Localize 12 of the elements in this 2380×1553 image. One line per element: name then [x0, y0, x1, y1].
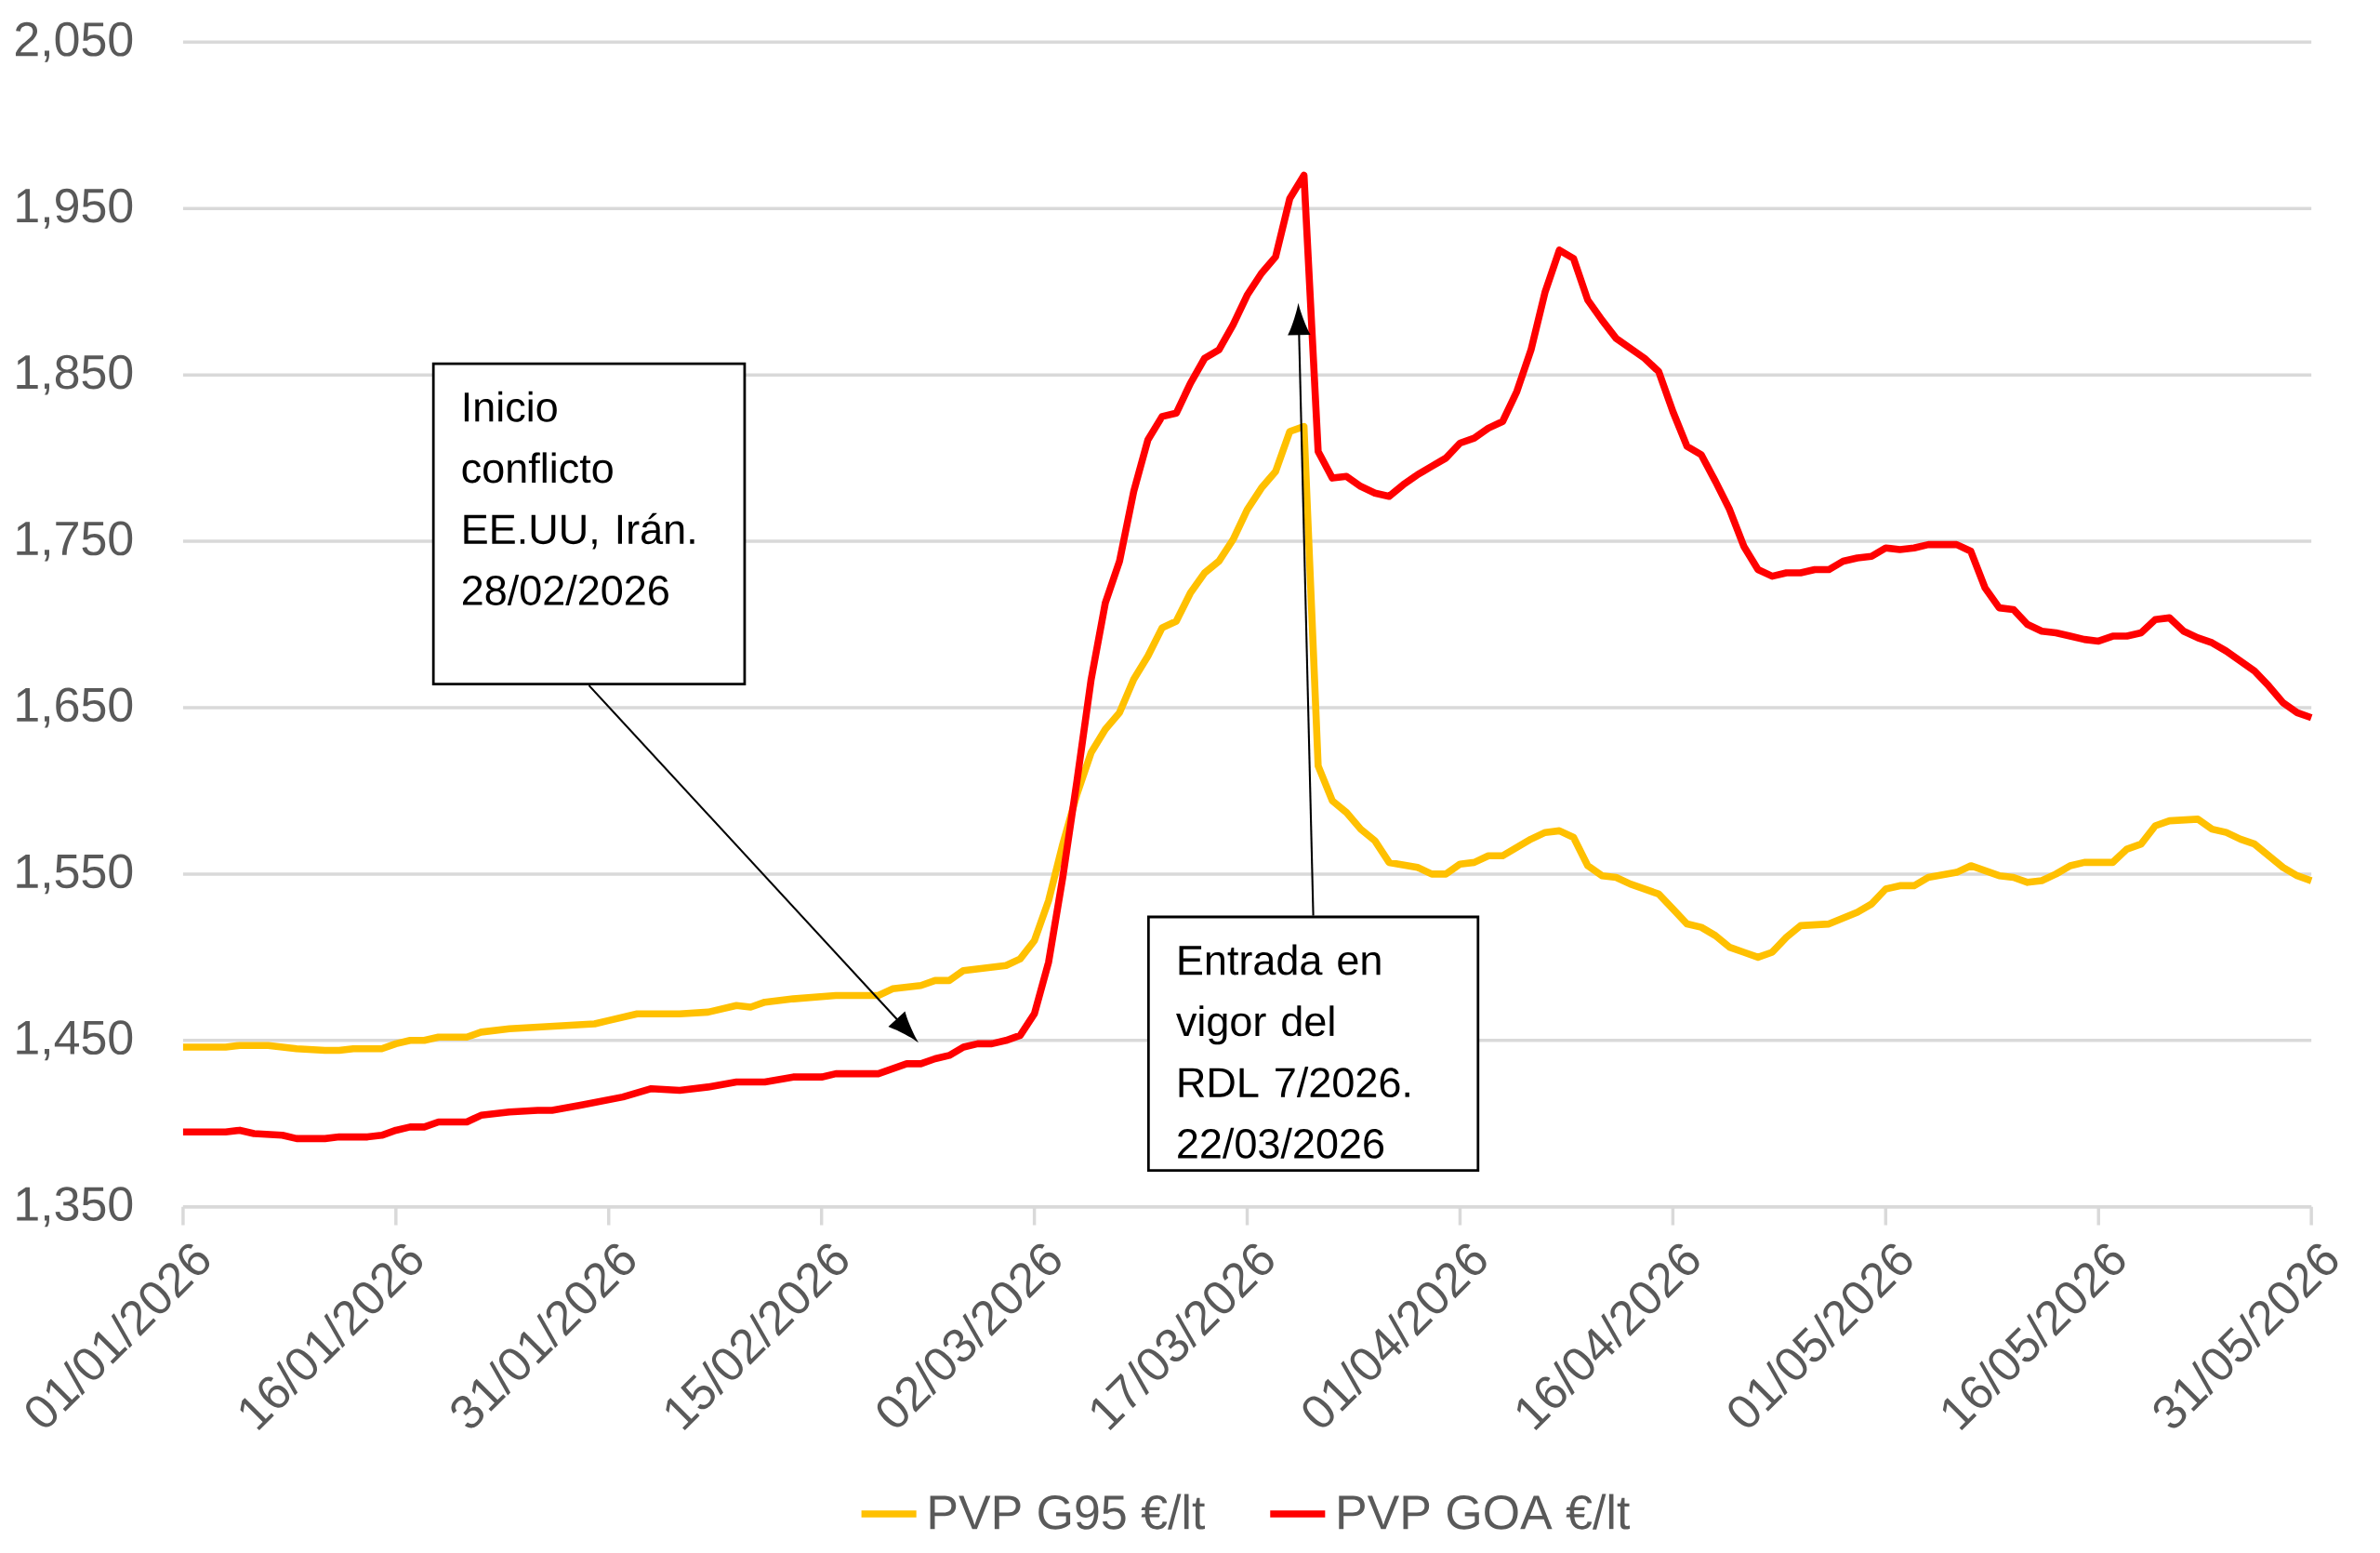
annotation: Inicio conflicto EE.UU, Irán. 28/02/2026	[462, 391, 694, 605]
annotation: Entrada en vigor del RDL 7/2026. 22/03/2026	[1176, 944, 1409, 1159]
y-tick-label: 1,750	[17, 521, 133, 562]
y-tick-label: 1,850	[17, 354, 133, 395]
y-tick-label: 1,650	[17, 687, 133, 728]
legend-label: PVP GOA €/lt	[1339, 1493, 1630, 1530]
y-tick-label: 1,950	[17, 188, 133, 229]
y-tick-label: 1,350	[17, 1187, 133, 1228]
y-tick-label: 1,550	[17, 854, 133, 895]
y-tick-label: 1,450	[17, 1020, 133, 1061]
legend-label: PVP G95 €/lt	[930, 1493, 1206, 1530]
y-tick-label: 2,050	[15, 21, 133, 62]
